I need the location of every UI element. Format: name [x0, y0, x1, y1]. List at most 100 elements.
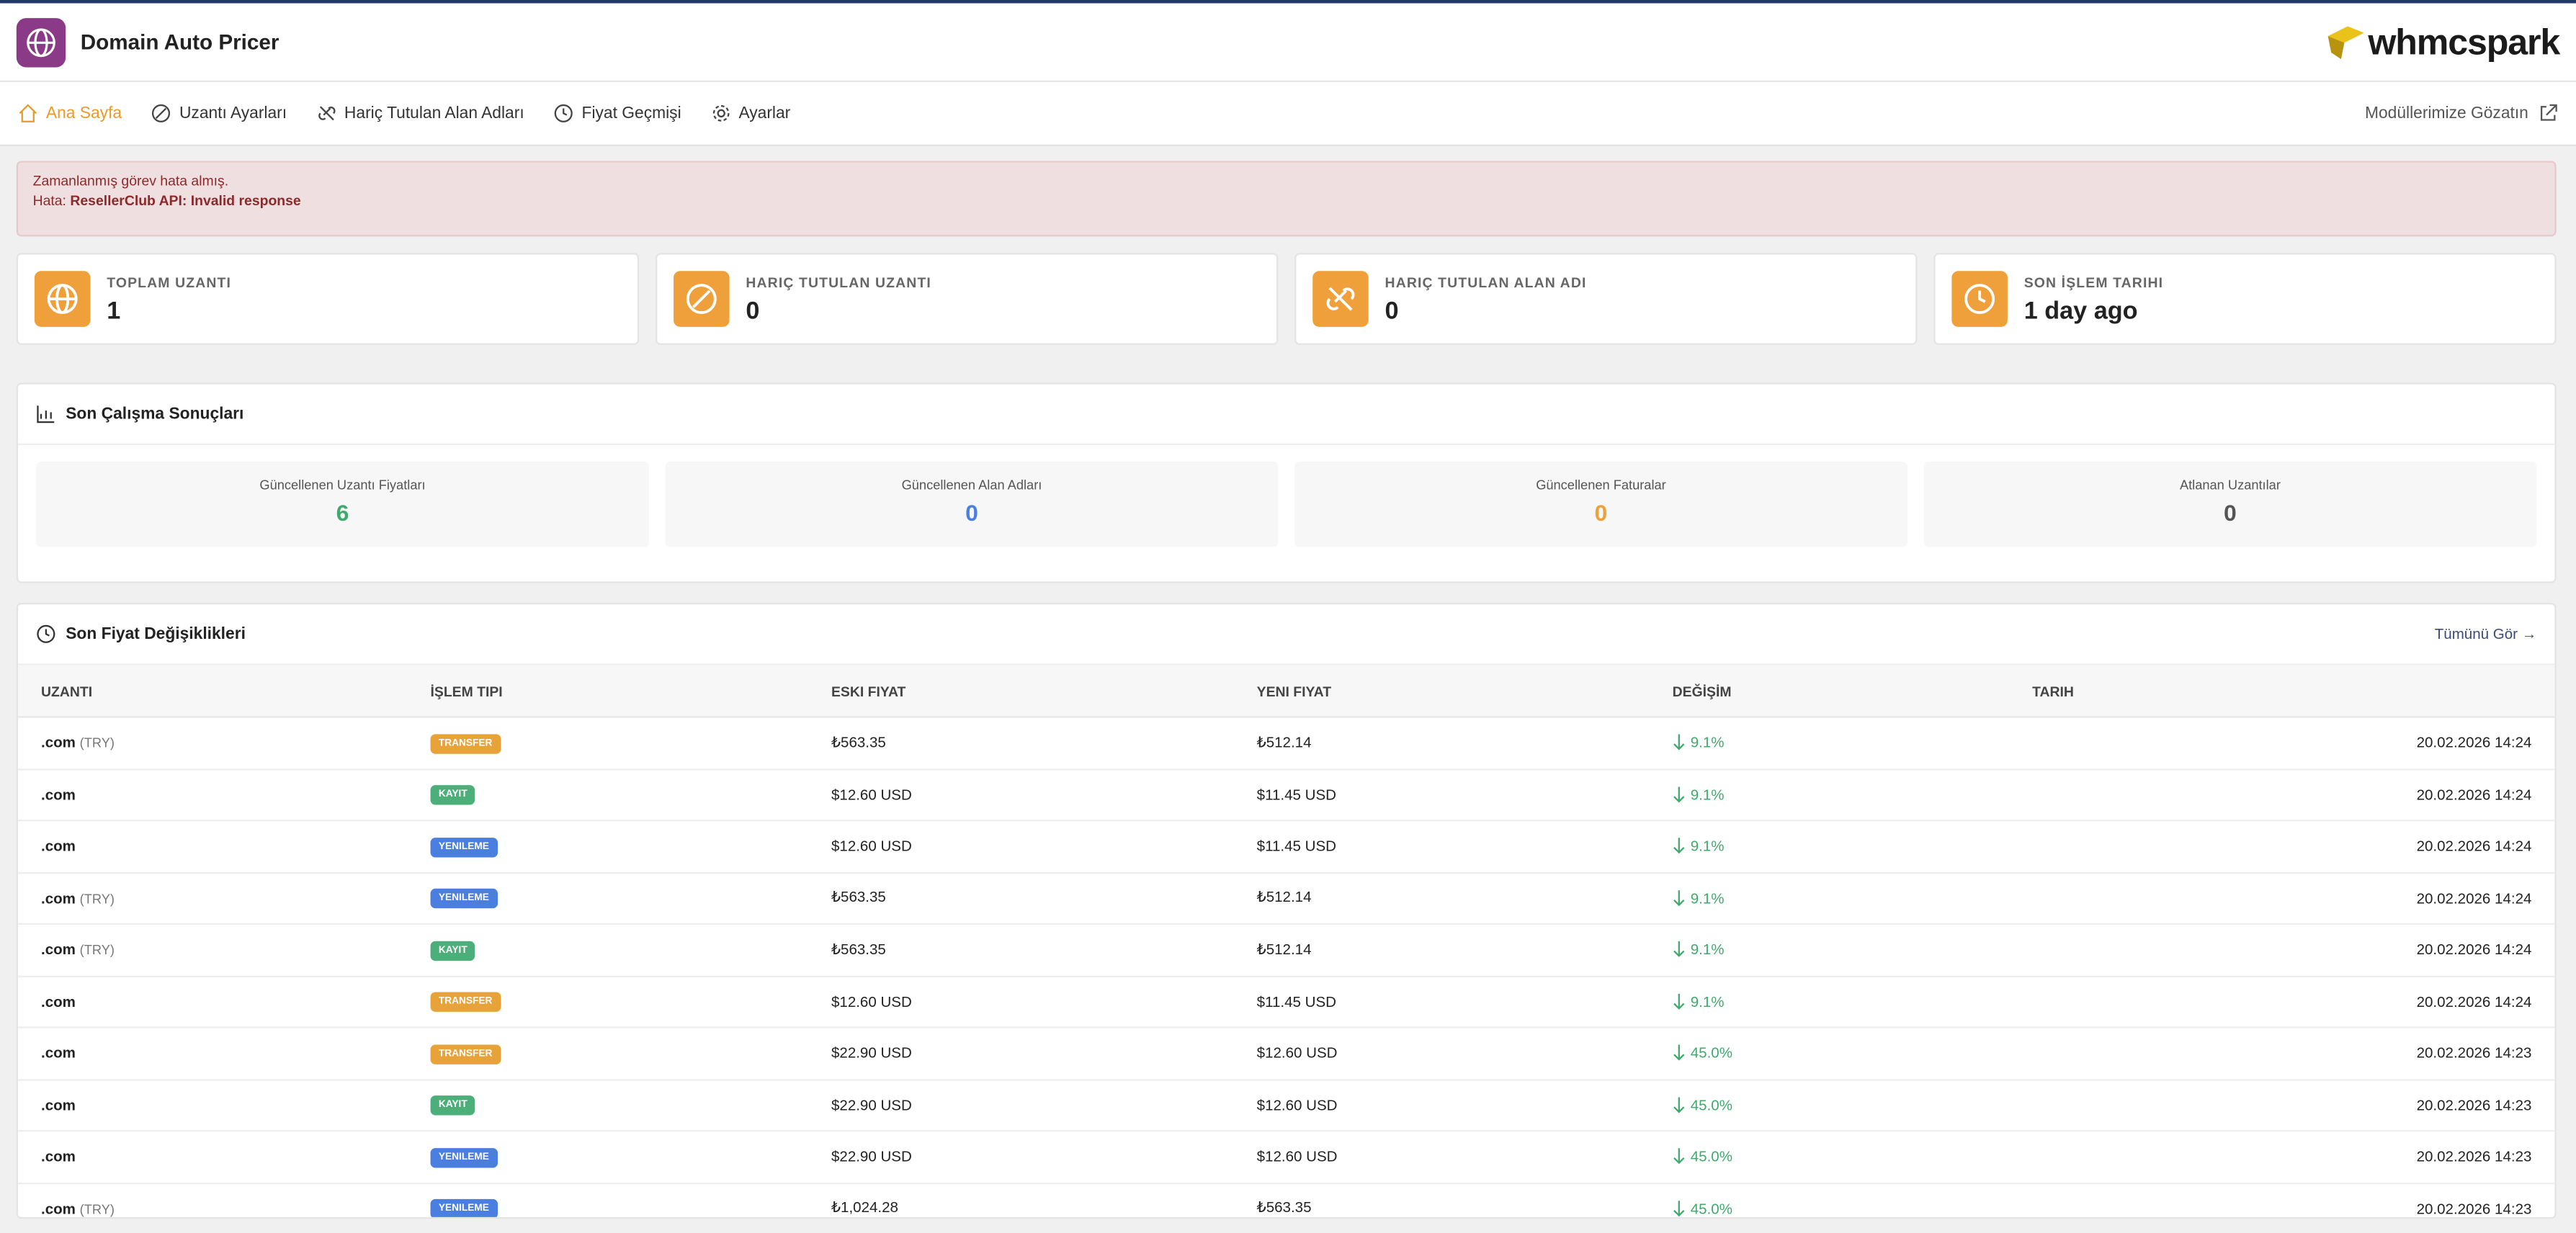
stat-text: SON İŞLEM TARIHI 1 day ago [2024, 274, 2163, 325]
date: 20.02.2026 14:24 [2416, 735, 2532, 751]
extension: .com [41, 941, 76, 959]
currency-note: (TRY) [79, 891, 115, 907]
old-price: $12.60 USD [831, 786, 912, 803]
cell-change: 9.1% [1673, 786, 2032, 803]
result-value: 6 [336, 499, 349, 526]
cell-type: YENILEME [430, 1146, 831, 1167]
stat-label: SON İŞLEM TARIHI [2023, 273, 2164, 290]
cell-type: TRANSFER [430, 1043, 831, 1064]
table-row: .com (TRY) KAYIT ₺563.35 ₺512.14 9.1% 20.02.2… [18, 925, 2555, 977]
extension: .com [41, 993, 76, 1010]
new-price: $12.60 USD [1256, 1096, 1338, 1113]
new-price: $11.45 USD [1256, 838, 1336, 855]
table-row: .com (TRY) YENILEME ₺563.35 ₺512.14 9.1% 20.0… [18, 873, 2555, 925]
new-price: ₺512.14 [1256, 889, 1312, 906]
result-value: 0 [965, 499, 978, 526]
change-percent: 9.1% [1690, 838, 1725, 855]
change-percent: 9.1% [1690, 735, 1725, 751]
nav-item[interactable]: Fiyat Geçmişi [554, 104, 681, 123]
alert-error: ResellerClub API: Invalid response [70, 192, 301, 209]
old-price: $22.90 USD [831, 1096, 912, 1113]
cell-type: KAYIT [430, 1094, 831, 1116]
cell-extension: .com [41, 993, 431, 1010]
cell-type: YENILEME [430, 835, 831, 857]
table-header: UZANTI İŞLEM TIPI ESKI FIYAT YENI FIYAT DEĞİ… [18, 665, 2555, 718]
result-label: Güncellenen Faturalar [1536, 477, 1666, 493]
stat-card: TOPLAM UZANTI 1 [16, 253, 640, 345]
result-label: Güncellenen Uzantı Fiyatları [259, 477, 426, 493]
change-percent: 45.0% [1690, 1200, 1732, 1217]
nav-item-label: Hariç Tutulan Alan Adları [344, 104, 524, 122]
stat-value: 0 [746, 296, 760, 325]
nav-item-label: Uzantı Ayarları [179, 104, 287, 122]
cell-extension: .com [41, 786, 431, 803]
stat-label: HARIÇ TUTULAN UZANTI [746, 273, 931, 290]
cell-change: 45.0% [1673, 1200, 2032, 1217]
type-badge: YENILEME [430, 1199, 498, 1217]
changes-panel: Son Fiyat Değişiklikleri Tümünü Gör → UZ… [16, 602, 2557, 1219]
header: Domain Auto Pricer whmcspark [0, 3, 2576, 83]
result-value: 0 [2224, 499, 2237, 526]
cell-change: 9.1% [1673, 735, 2032, 751]
nav-item[interactable]: Ana Sayfa [18, 104, 122, 123]
view-all-link[interactable]: Tümünü Gör → [2434, 625, 2537, 642]
cell-type: KAYIT [430, 784, 831, 806]
changes-title: Son Fiyat Değişiklikleri [66, 624, 246, 643]
cell-extension: .com (TRY) [41, 941, 431, 958]
currency-note: (TRY) [79, 1201, 115, 1217]
result-box: Atlanan Uzantılar 0 [1923, 461, 2537, 547]
stat-card: HARIÇ TUTULAN ALAN ADI 0 [1294, 253, 1918, 345]
stat-text: TOPLAM UZANTI 1 [107, 274, 231, 325]
old-price: $22.90 USD [831, 1148, 912, 1165]
type-badge: KAYIT [430, 785, 476, 806]
date: 20.02.2026 14:24 [2416, 889, 2532, 907]
result-value: 0 [1594, 499, 1608, 526]
modules-link[interactable]: Modüllerimize Gözatın [2365, 104, 2558, 123]
stat-value: 1 [107, 296, 121, 325]
currency-note: (TRY) [79, 736, 115, 751]
change-percent: 9.1% [1690, 941, 1725, 959]
column-header: UZANTI [41, 682, 93, 699]
date: 20.02.2026 14:24 [2416, 941, 2532, 959]
extension: .com [41, 1148, 76, 1165]
change-percent: 9.1% [1690, 889, 1725, 907]
new-price: ₺512.14 [1256, 941, 1312, 958]
stat-cards: TOPLAM UZANTI 1 HARIÇ TUTULAN UZANTI 0 HARIÇ… [16, 253, 2557, 345]
stat-icon [34, 271, 91, 327]
date: 20.02.2026 14:24 [2416, 786, 2532, 803]
stat-icon [674, 271, 730, 327]
stat-text: HARIÇ TUTULAN ALAN ADI 0 [1385, 274, 1587, 325]
currency-note: (TRY) [79, 943, 115, 959]
change-percent: 45.0% [1690, 1148, 1732, 1165]
brand-logo[interactable]: whmcspark [2325, 21, 2560, 63]
top-bar [0, 0, 2576, 4]
stat-icon [1951, 271, 2008, 327]
nav-item[interactable]: Uzantı Ayarları [151, 104, 287, 123]
cell-change: 45.0% [1673, 1045, 2032, 1062]
stat-card: HARIÇ TUTULAN UZANTI 0 [655, 253, 1279, 345]
stat-card: SON İŞLEM TARIHI 1 day ago [1933, 253, 2557, 345]
cell-type: YENILEME [430, 887, 831, 909]
nav-bar: Ana Sayfa Uzantı Ayarları Hariç Tutulan Al… [0, 82, 2576, 146]
date: 20.02.2026 14:24 [2416, 838, 2532, 855]
type-badge: YENILEME [430, 837, 498, 857]
stat-value: 0 [1385, 296, 1399, 325]
changes-header: Son Fiyat Değişiklikleri Tümünü Gör → [18, 604, 2555, 665]
error-alert: Zamanlanmış görev hata almış. Hata: Rese… [16, 161, 2557, 237]
column-header: DEĞİŞİM [1672, 682, 1732, 699]
new-price: $12.60 USD [1256, 1148, 1338, 1165]
new-price: ₺512.14 [1256, 733, 1312, 750]
change-percent: 9.1% [1690, 993, 1725, 1010]
stat-label: TOPLAM UZANTI [107, 273, 232, 290]
cell-type: TRANSFER [430, 732, 831, 754]
nav-item[interactable]: Hariç Tutulan Alan Adları [316, 104, 524, 123]
type-badge: YENILEME [430, 889, 498, 909]
cell-extension: .com [41, 838, 431, 855]
result-label: Atlanan Uzantılar [2179, 477, 2281, 493]
nav-item-label: Ana Sayfa [45, 104, 122, 122]
result-label: Güncellenen Alan Adları [901, 477, 1042, 493]
new-price: $12.60 USD [1256, 1045, 1338, 1062]
nav-item[interactable]: Ayarlar [711, 104, 790, 123]
app-title: Domain Auto Pricer [80, 30, 279, 55]
